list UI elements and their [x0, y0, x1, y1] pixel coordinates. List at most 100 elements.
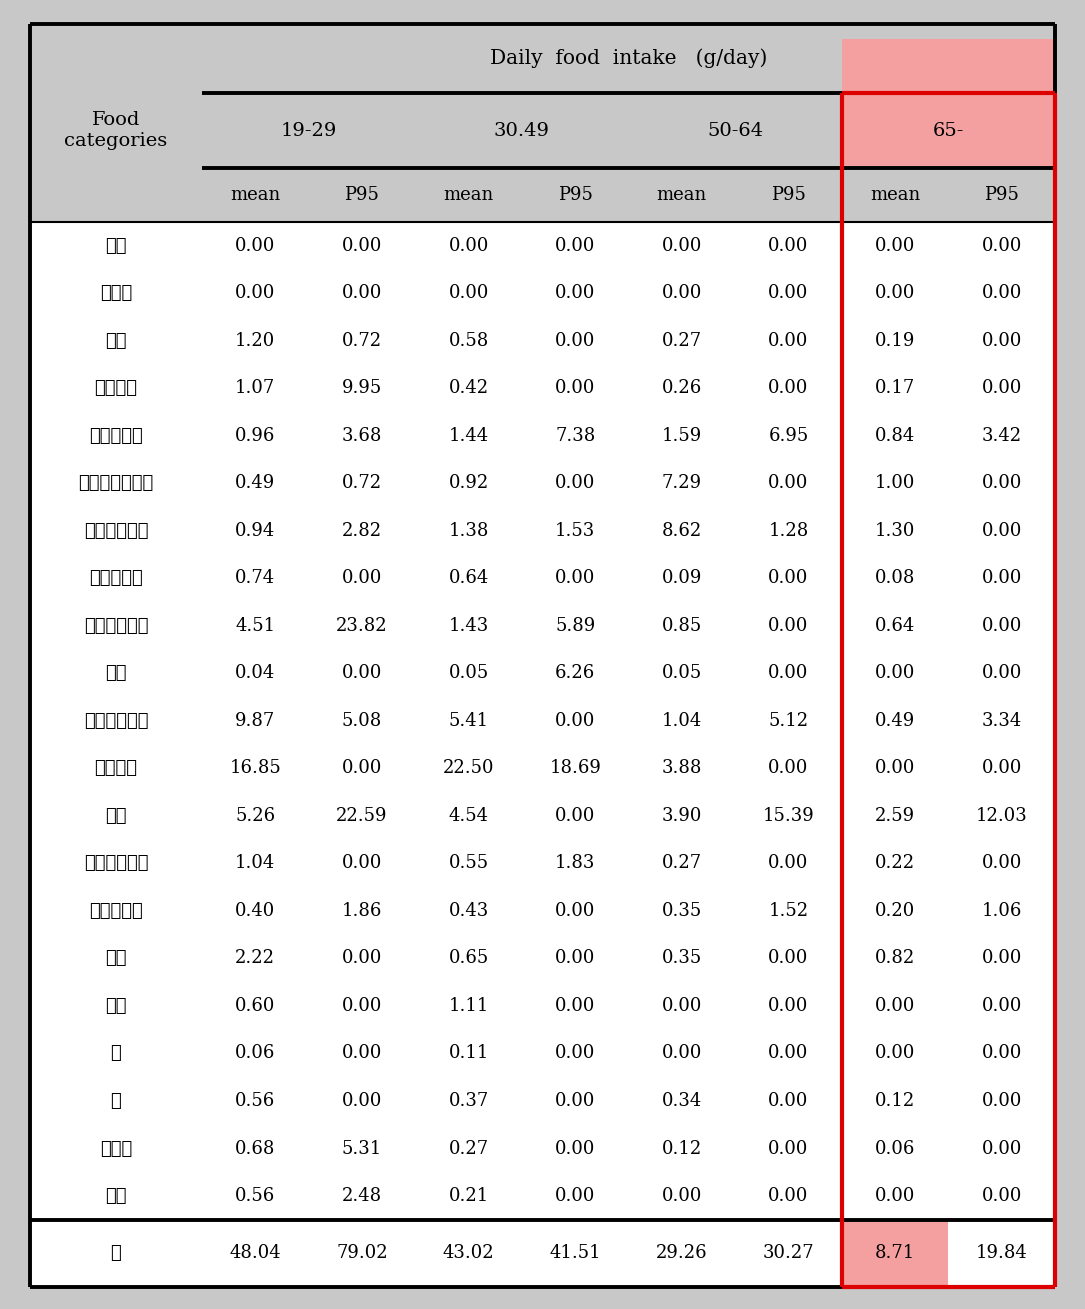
- Text: 0.00: 0.00: [342, 855, 382, 872]
- Text: 0.00: 0.00: [875, 1187, 916, 1206]
- Text: 0.00: 0.00: [768, 997, 808, 1014]
- Text: 국: 국: [111, 1045, 122, 1063]
- Text: 0.00: 0.00: [768, 569, 808, 588]
- Text: 0.35: 0.35: [662, 902, 702, 920]
- Text: 0.68: 0.68: [235, 1140, 276, 1157]
- Text: 0.05: 0.05: [448, 664, 488, 682]
- Text: 0.00: 0.00: [556, 380, 596, 397]
- Text: 0.60: 0.60: [235, 997, 276, 1014]
- Text: 0.00: 0.00: [982, 759, 1022, 778]
- Text: 0.00: 0.00: [982, 997, 1022, 1014]
- Text: 0.00: 0.00: [875, 664, 916, 682]
- Text: 2.82: 2.82: [342, 522, 382, 539]
- Text: 0.00: 0.00: [235, 237, 276, 254]
- Text: 7.38: 7.38: [556, 427, 596, 445]
- Text: 0.00: 0.00: [768, 284, 808, 302]
- Text: 소스: 소스: [105, 806, 127, 825]
- Text: 0.64: 0.64: [448, 569, 488, 588]
- Text: 0.12: 0.12: [875, 1092, 915, 1110]
- Text: 5.12: 5.12: [768, 712, 808, 730]
- Text: 0.00: 0.00: [556, 331, 596, 350]
- Text: 0.94: 0.94: [235, 522, 276, 539]
- Text: 0.00: 0.00: [556, 1187, 596, 1206]
- Text: 0.92: 0.92: [448, 474, 488, 492]
- Text: 0.06: 0.06: [235, 1045, 276, 1063]
- Text: 0.06: 0.06: [875, 1140, 916, 1157]
- Text: 0.00: 0.00: [982, 380, 1022, 397]
- Text: 0.34: 0.34: [662, 1092, 702, 1110]
- Text: 1.52: 1.52: [768, 902, 808, 920]
- Text: 30.49: 30.49: [494, 122, 550, 140]
- Text: 0.00: 0.00: [982, 664, 1022, 682]
- Text: 43.02: 43.02: [443, 1245, 495, 1262]
- Text: 0.27: 0.27: [662, 331, 702, 350]
- Bar: [948, 1220, 1055, 1287]
- Text: 스낙: 스낙: [105, 1187, 127, 1206]
- Text: 0.00: 0.00: [768, 759, 808, 778]
- Text: 0.00: 0.00: [556, 806, 596, 825]
- Text: 0.00: 0.00: [982, 331, 1022, 350]
- Text: 0.84: 0.84: [875, 427, 915, 445]
- Text: 1.59: 1.59: [662, 427, 702, 445]
- Text: 0.00: 0.00: [768, 1187, 808, 1206]
- Text: 0.00: 0.00: [556, 1140, 596, 1157]
- Text: 곡류두류통조림: 곡류두류통조림: [78, 474, 154, 492]
- Text: 0.00: 0.00: [556, 284, 596, 302]
- Text: P95: P95: [558, 186, 592, 204]
- Text: 이유식: 이유식: [100, 284, 132, 302]
- Text: 0.00: 0.00: [982, 569, 1022, 588]
- Text: 50-64: 50-64: [707, 122, 763, 140]
- Text: 0.00: 0.00: [768, 331, 808, 350]
- Text: 0.00: 0.00: [875, 284, 916, 302]
- Text: 0.56: 0.56: [235, 1092, 276, 1110]
- Text: 65-: 65-: [933, 122, 965, 140]
- Text: 0.00: 0.00: [556, 902, 596, 920]
- Text: 음료: 음료: [105, 331, 127, 350]
- Text: 6.26: 6.26: [556, 664, 596, 682]
- Text: 0.05: 0.05: [662, 664, 702, 682]
- Text: 0.00: 0.00: [768, 855, 808, 872]
- Text: 1.00: 1.00: [875, 474, 916, 492]
- Bar: [842, 1220, 948, 1287]
- Text: 1.07: 1.07: [235, 380, 276, 397]
- Text: 계: 계: [111, 1245, 122, 1262]
- Text: 0.00: 0.00: [875, 237, 916, 254]
- Text: 0.04: 0.04: [235, 664, 276, 682]
- Text: 0.00: 0.00: [556, 949, 596, 967]
- Text: 2.59: 2.59: [875, 806, 915, 825]
- Text: 0.56: 0.56: [235, 1187, 276, 1206]
- Text: 비스킷: 비스킷: [100, 1140, 132, 1157]
- Text: 29.26: 29.26: [656, 1245, 707, 1262]
- Text: 7.29: 7.29: [662, 474, 702, 492]
- Text: 빵: 빵: [111, 1092, 122, 1110]
- Text: 0.09: 0.09: [662, 569, 702, 588]
- Text: 0.58: 0.58: [448, 331, 488, 350]
- Text: 30.27: 30.27: [763, 1245, 814, 1262]
- Bar: [30, 221, 1055, 1287]
- Text: 0.00: 0.00: [768, 1045, 808, 1063]
- Text: 짜장: 짜장: [105, 997, 127, 1014]
- Text: 0.00: 0.00: [982, 855, 1022, 872]
- Text: 1.04: 1.04: [662, 712, 702, 730]
- Text: 0.55: 0.55: [448, 855, 488, 872]
- Text: mean: mean: [656, 186, 707, 204]
- Text: 0.00: 0.00: [556, 1045, 596, 1063]
- Text: 2.22: 2.22: [235, 949, 276, 967]
- Text: 0.00: 0.00: [982, 237, 1022, 254]
- Text: 과일통조림: 과일통조림: [89, 427, 143, 445]
- Text: 0.00: 0.00: [768, 380, 808, 397]
- Text: 0.00: 0.00: [875, 1045, 916, 1063]
- Text: 1.11: 1.11: [448, 997, 488, 1014]
- Text: 당류가공품: 당류가공품: [89, 902, 143, 920]
- Text: Daily  food  intake   (g/day): Daily food intake (g/day): [489, 48, 767, 68]
- Text: 1.06: 1.06: [982, 902, 1022, 920]
- Text: 9.95: 9.95: [342, 380, 382, 397]
- Text: P95: P95: [771, 186, 806, 204]
- Text: 0.00: 0.00: [768, 664, 808, 682]
- Text: 5.41: 5.41: [448, 712, 488, 730]
- Text: 0.35: 0.35: [662, 949, 702, 967]
- Text: 0.43: 0.43: [448, 902, 488, 920]
- Text: mean: mean: [230, 186, 280, 204]
- Text: 4.51: 4.51: [235, 617, 276, 635]
- Text: P95: P95: [984, 186, 1019, 204]
